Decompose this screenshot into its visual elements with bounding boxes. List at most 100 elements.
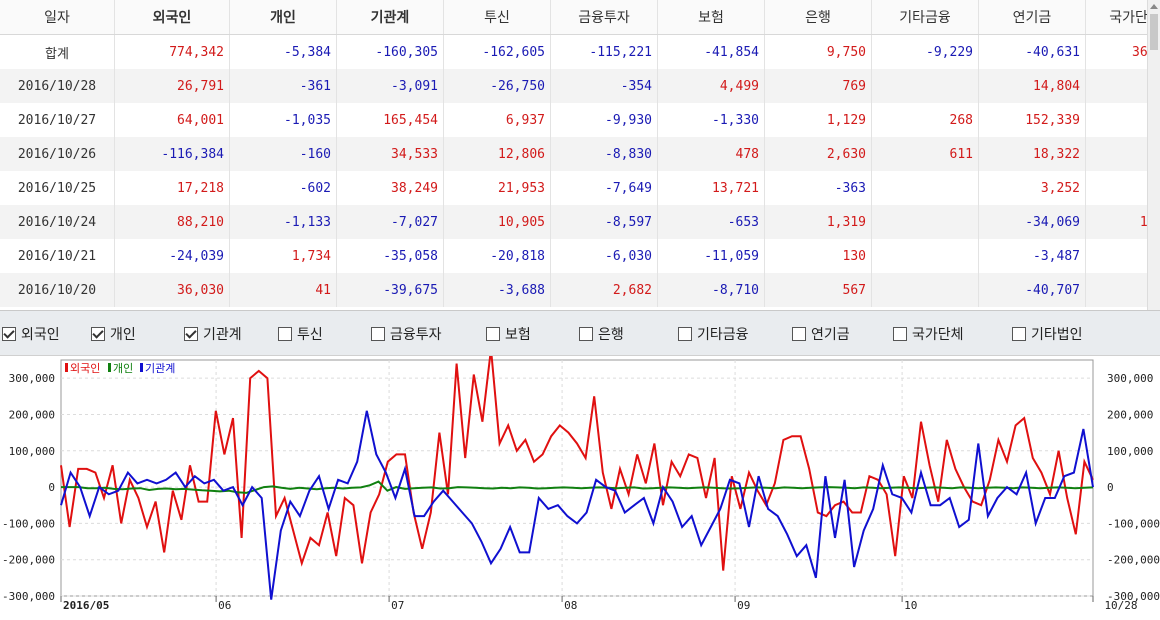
column-header-3[interactable]: 기관계	[336, 0, 444, 35]
series-toggle-bar: 외국인 개인 기관계 투신 금융투자 보험 은행 기타금융 연기금 국가단체 기타법인	[0, 311, 1160, 356]
checkbox[interactable]	[184, 327, 198, 341]
series-toggle-1[interactable]: 개인	[91, 325, 136, 343]
series-toggle-0[interactable]: 외국인	[2, 325, 60, 343]
table-row[interactable]: 합계 774,342 -5,384 -160,305 -162,605 -115,221-…	[0, 34, 1160, 69]
scroll-up-icon[interactable]	[1150, 4, 1158, 9]
column-header-9[interactable]: 연기금	[978, 0, 1086, 35]
column-header-1[interactable]: 외국인	[114, 0, 230, 35]
right-y-tick-label: -300,000	[1107, 590, 1160, 603]
checkbox[interactable]	[678, 327, 692, 341]
value-cell: -115,221	[550, 34, 658, 69]
plot-area	[60, 359, 1094, 597]
value-cell: 268	[871, 103, 979, 137]
value-cell: -24,039	[114, 239, 230, 273]
checkbox[interactable]	[278, 327, 292, 341]
value-cell: 1,319	[764, 205, 872, 239]
series-toggle-label: 보험	[505, 327, 531, 343]
right-y-tick-label: -200,000	[1107, 554, 1160, 567]
checkbox[interactable]	[2, 327, 16, 341]
value-cell: 152,339	[978, 103, 1086, 137]
value-cell: 64,001	[114, 103, 230, 137]
column-header-5[interactable]: 금융투자	[550, 0, 658, 35]
table-header-row: 일자외국인개인기관계투신금융투자보험은행기타금융연기금국가단체기타법인	[0, 0, 1160, 35]
value-cell: -39,675	[336, 273, 444, 307]
value-cell: 18,322	[978, 137, 1086, 171]
value-cell: 1,734	[229, 239, 337, 273]
value-cell: -35,058	[336, 239, 444, 273]
checkbox[interactable]	[1012, 327, 1026, 341]
checkbox[interactable]	[91, 327, 105, 341]
table-row[interactable]: 2016/10/20 36,030 41 -39,675 -3,688 2,682 -8,7…	[0, 273, 1160, 307]
column-header-7[interactable]: 은행	[764, 0, 872, 35]
right-y-tick-label: 100,000	[1107, 445, 1153, 458]
checkbox[interactable]	[792, 327, 806, 341]
value-cell: -20,818	[443, 239, 551, 273]
y-tick-label: 0	[48, 481, 55, 494]
series-toggle-label: 연기금	[811, 327, 850, 343]
series-toggle-7[interactable]: 기타금융	[678, 325, 749, 343]
value-cell: -40,631	[978, 34, 1086, 69]
checkbox[interactable]	[486, 327, 500, 341]
value-cell	[871, 171, 979, 205]
column-header-8[interactable]: 기타금융	[871, 0, 979, 35]
series-toggle-3[interactable]: 투신	[278, 325, 323, 343]
series-toggle-10[interactable]: 기타법인	[1012, 325, 1083, 343]
value-cell: 567	[764, 273, 872, 307]
table-row[interactable]: 2016/10/24 88,210 -1,133 -7,027 10,905 -8,597…	[0, 205, 1160, 239]
series-toggle-label: 개인	[110, 327, 136, 343]
value-cell: -3,688	[443, 273, 551, 307]
series-toggle-label: 기관계	[203, 327, 242, 343]
table-row[interactable]: 2016/10/26 -116,384 -160 34,533 12,806 -8,830…	[0, 137, 1160, 171]
value-cell: -3,487	[978, 239, 1086, 273]
x-tick-label: 07	[391, 599, 404, 612]
investor-trading-table: 일자외국인개인기관계투신금융투자보험은행기타금융연기금국가단체기타법인 합계77…	[0, 0, 1160, 307]
checkbox[interactable]	[579, 327, 593, 341]
series-toggle-2[interactable]: 기관계	[184, 325, 242, 343]
series-toggle-9[interactable]: 국가단체	[893, 325, 964, 343]
column-header-4[interactable]: 투신	[443, 0, 551, 35]
table-row[interactable]: 2016/10/28 26,791 -361 -3,091 -26,750 -354 4,4…	[0, 69, 1160, 103]
value-cell: 2,682	[550, 273, 658, 307]
value-cell: 478	[657, 137, 765, 171]
series-toggle-6[interactable]: 은행	[579, 325, 624, 343]
series-toggle-5[interactable]: 보험	[486, 325, 531, 343]
x-tick-label: 06	[218, 599, 231, 612]
checkbox[interactable]	[371, 327, 385, 341]
value-cell: -3,091	[336, 69, 444, 103]
scrollbar-thumb[interactable]	[1150, 14, 1158, 50]
value-cell: -26,750	[443, 69, 551, 103]
row-date-cell: 2016/10/26	[0, 137, 115, 171]
value-cell: 41	[229, 273, 337, 307]
legend-swatch	[65, 363, 68, 372]
value-cell: -653	[657, 205, 765, 239]
table-row[interactable]: 2016/10/27 64,001 -1,035 165,454 6,937 -9,930…	[0, 103, 1160, 137]
value-cell: 3,252	[978, 171, 1086, 205]
vertical-scrollbar[interactable]	[1147, 0, 1160, 310]
value-cell: 10,905	[443, 205, 551, 239]
value-cell: -9,930	[550, 103, 658, 137]
legend-label: 개인	[113, 362, 133, 375]
column-header-2[interactable]: 개인	[229, 0, 337, 35]
table-row[interactable]: 2016/10/25 17,218 -602 38,249 21,953 -7,649 13…	[0, 171, 1160, 205]
value-cell: 165,454	[336, 103, 444, 137]
legend-label: 외국인	[70, 362, 100, 375]
column-header-6[interactable]: 보험	[657, 0, 765, 35]
value-cell: -1,035	[229, 103, 337, 137]
legend-swatch	[140, 363, 143, 372]
y-tick-label: -100,000	[2, 517, 55, 530]
value-cell: 4,499	[657, 69, 765, 103]
row-date-cell: 2016/10/20	[0, 273, 115, 307]
value-cell: 88,210	[114, 205, 230, 239]
value-cell	[871, 205, 979, 239]
column-header-0[interactable]: 일자	[0, 0, 115, 35]
table-row[interactable]: 2016/10/21 -24,039 1,734 -35,058 -20,818 -6,0…	[0, 239, 1160, 273]
value-cell: 130	[764, 239, 872, 273]
value-cell: -11,059	[657, 239, 765, 273]
series-toggle-4[interactable]: 금융투자	[371, 325, 442, 343]
value-cell: -354	[550, 69, 658, 103]
value-cell: -34,069	[978, 205, 1086, 239]
value-cell: 9,750	[764, 34, 872, 69]
value-cell: 26,791	[114, 69, 230, 103]
checkbox[interactable]	[893, 327, 907, 341]
series-toggle-8[interactable]: 연기금	[792, 325, 850, 343]
